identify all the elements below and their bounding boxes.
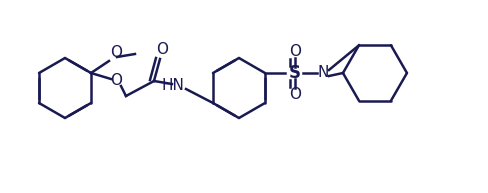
Text: HN: HN [161, 79, 183, 93]
Text: O: O [110, 74, 122, 89]
Text: O: O [156, 42, 168, 57]
Text: O: O [110, 45, 122, 60]
Text: O: O [288, 43, 300, 58]
Text: O: O [288, 87, 300, 102]
Text: S: S [288, 64, 300, 82]
Text: N: N [317, 65, 328, 80]
